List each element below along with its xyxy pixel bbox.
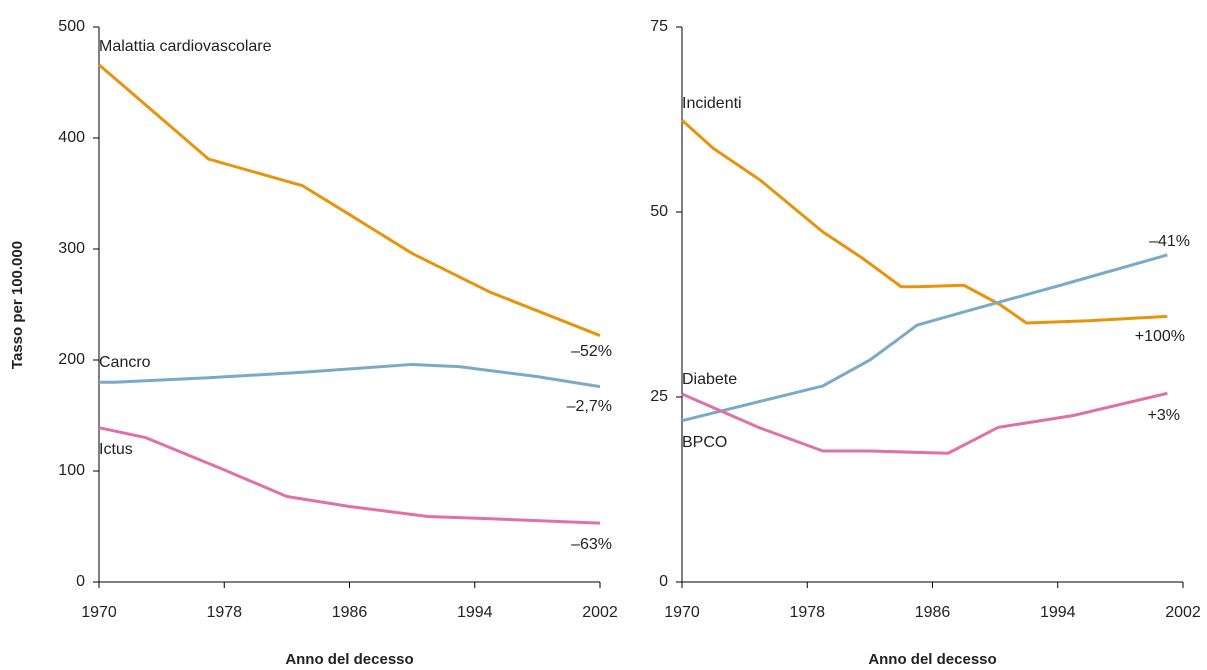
line — [681, 391, 1168, 455]
line — [680, 119, 1168, 325]
x-tick-label: 1970 — [664, 604, 700, 621]
series-label: Ictus — [99, 441, 133, 458]
y-tick-label: 300 — [58, 240, 85, 257]
x-tick-label: 1978 — [789, 604, 825, 621]
line — [99, 362, 601, 389]
y-tick-label: 100 — [58, 462, 85, 479]
x-tick-label: 2002 — [582, 604, 618, 621]
y-tick-label: 0 — [659, 573, 668, 590]
x-tick-label: 1994 — [1040, 604, 1076, 621]
y-tick-label: 200 — [58, 351, 85, 368]
x-tick-label: 1986 — [332, 604, 368, 621]
series-label: BPCO — [682, 434, 727, 451]
y-tick-label: 25 — [650, 388, 668, 405]
y-tick-label: 0 — [76, 573, 85, 590]
series-label: Incidenti — [682, 95, 742, 112]
series-label: Diabete — [682, 371, 737, 388]
series-label: Malattia cardiovascolare — [99, 38, 272, 55]
y-axis-label: Tasso per 100.000 — [9, 241, 26, 369]
y-tick-label: 400 — [58, 129, 85, 146]
x-tick-label: 1978 — [206, 604, 242, 621]
x-axis-label: Anno del decesso — [285, 651, 413, 668]
line — [98, 426, 601, 525]
x-axis-label: Anno del decesso — [868, 651, 996, 668]
x-tick-label: 1994 — [457, 604, 493, 621]
change-label: –52% — [571, 343, 612, 360]
line — [681, 253, 1168, 423]
change-label: –63% — [571, 536, 612, 553]
y-tick-label: 500 — [58, 18, 85, 35]
line — [98, 63, 601, 337]
series-label: Cancro — [99, 354, 151, 371]
x-tick-label: 1970 — [81, 604, 117, 621]
change-label: +3% — [1148, 407, 1180, 424]
change-label: +100% — [1135, 328, 1185, 345]
x-tick-label: 2002 — [1165, 604, 1201, 621]
change-label: –41% — [1149, 233, 1190, 250]
y-tick-label: 75 — [650, 18, 668, 35]
change-label: –2,7% — [567, 398, 612, 415]
x-tick-label: 1986 — [915, 604, 951, 621]
y-tick-label: 50 — [650, 203, 668, 220]
